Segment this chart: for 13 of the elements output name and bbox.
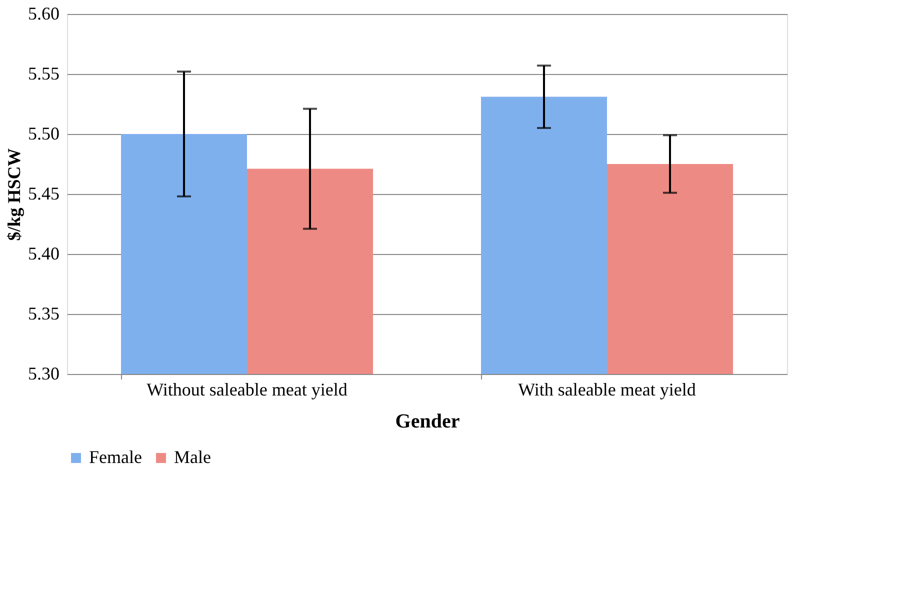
y-axis-title: $/kg HSCW [4, 148, 24, 241]
y-tick-label: 5.55 [28, 64, 60, 84]
legend-label: Female [89, 447, 142, 467]
y-tick-label: 5.60 [28, 4, 60, 24]
y-tick-label: 5.50 [28, 124, 60, 144]
x-axis-title: Gender [395, 410, 460, 432]
y-tick-label: 5.45 [28, 184, 60, 204]
y-tick-label: 5.30 [28, 364, 60, 384]
y-tick-label: 5.40 [28, 244, 60, 264]
legend-label: Male [174, 447, 211, 467]
x-tick-label: With saleable meat yield [518, 380, 696, 400]
y-tick-label: 5.35 [28, 304, 60, 324]
x-tick-label: Without saleable meat yield [146, 380, 348, 400]
